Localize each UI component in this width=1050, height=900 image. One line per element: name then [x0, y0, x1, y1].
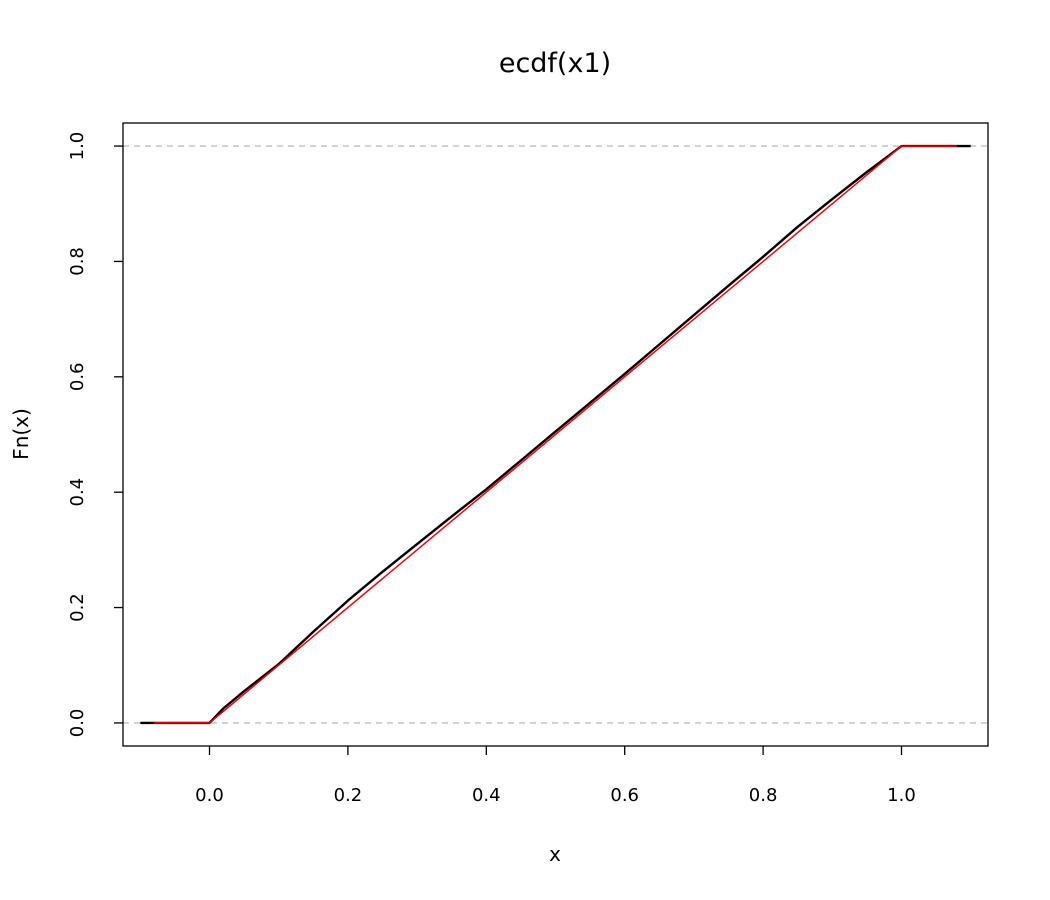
series-layer	[140, 144, 971, 725]
x-axis-label: x	[549, 842, 561, 866]
y-tick-label-2: 0.4	[67, 478, 88, 507]
x-tick-label-5: 1.0	[887, 785, 916, 806]
y-tick-label-4: 0.8	[67, 247, 88, 276]
y-tick-label-3: 0.6	[67, 362, 88, 391]
y-axis: 0.0 0.2 0.4 0.6 0.8 1.0	[67, 132, 123, 737]
series-line-1	[154, 145, 957, 724]
x-tick-label-3: 0.6	[610, 785, 639, 806]
series-line-0	[140, 144, 971, 725]
x-axis: 0.0 0.2 0.4 0.6 0.8 1.0	[195, 746, 916, 806]
y-tick-label-5: 1.0	[67, 132, 88, 161]
x-tick-label-1: 0.2	[334, 785, 363, 806]
y-tick-label-1: 0.2	[67, 593, 88, 622]
y-axis-label: Fn(x)	[9, 408, 33, 460]
chart-title: ecdf(x1)	[499, 48, 611, 79]
plot-frame	[122, 122, 989, 747]
y-tick-label-0: 0.0	[67, 709, 88, 738]
x-tick-label-0: 0.0	[195, 785, 224, 806]
reference-lines	[123, 145, 988, 724]
x-tick-label-4: 0.8	[749, 785, 778, 806]
x-tick-label-2: 0.4	[472, 785, 501, 806]
